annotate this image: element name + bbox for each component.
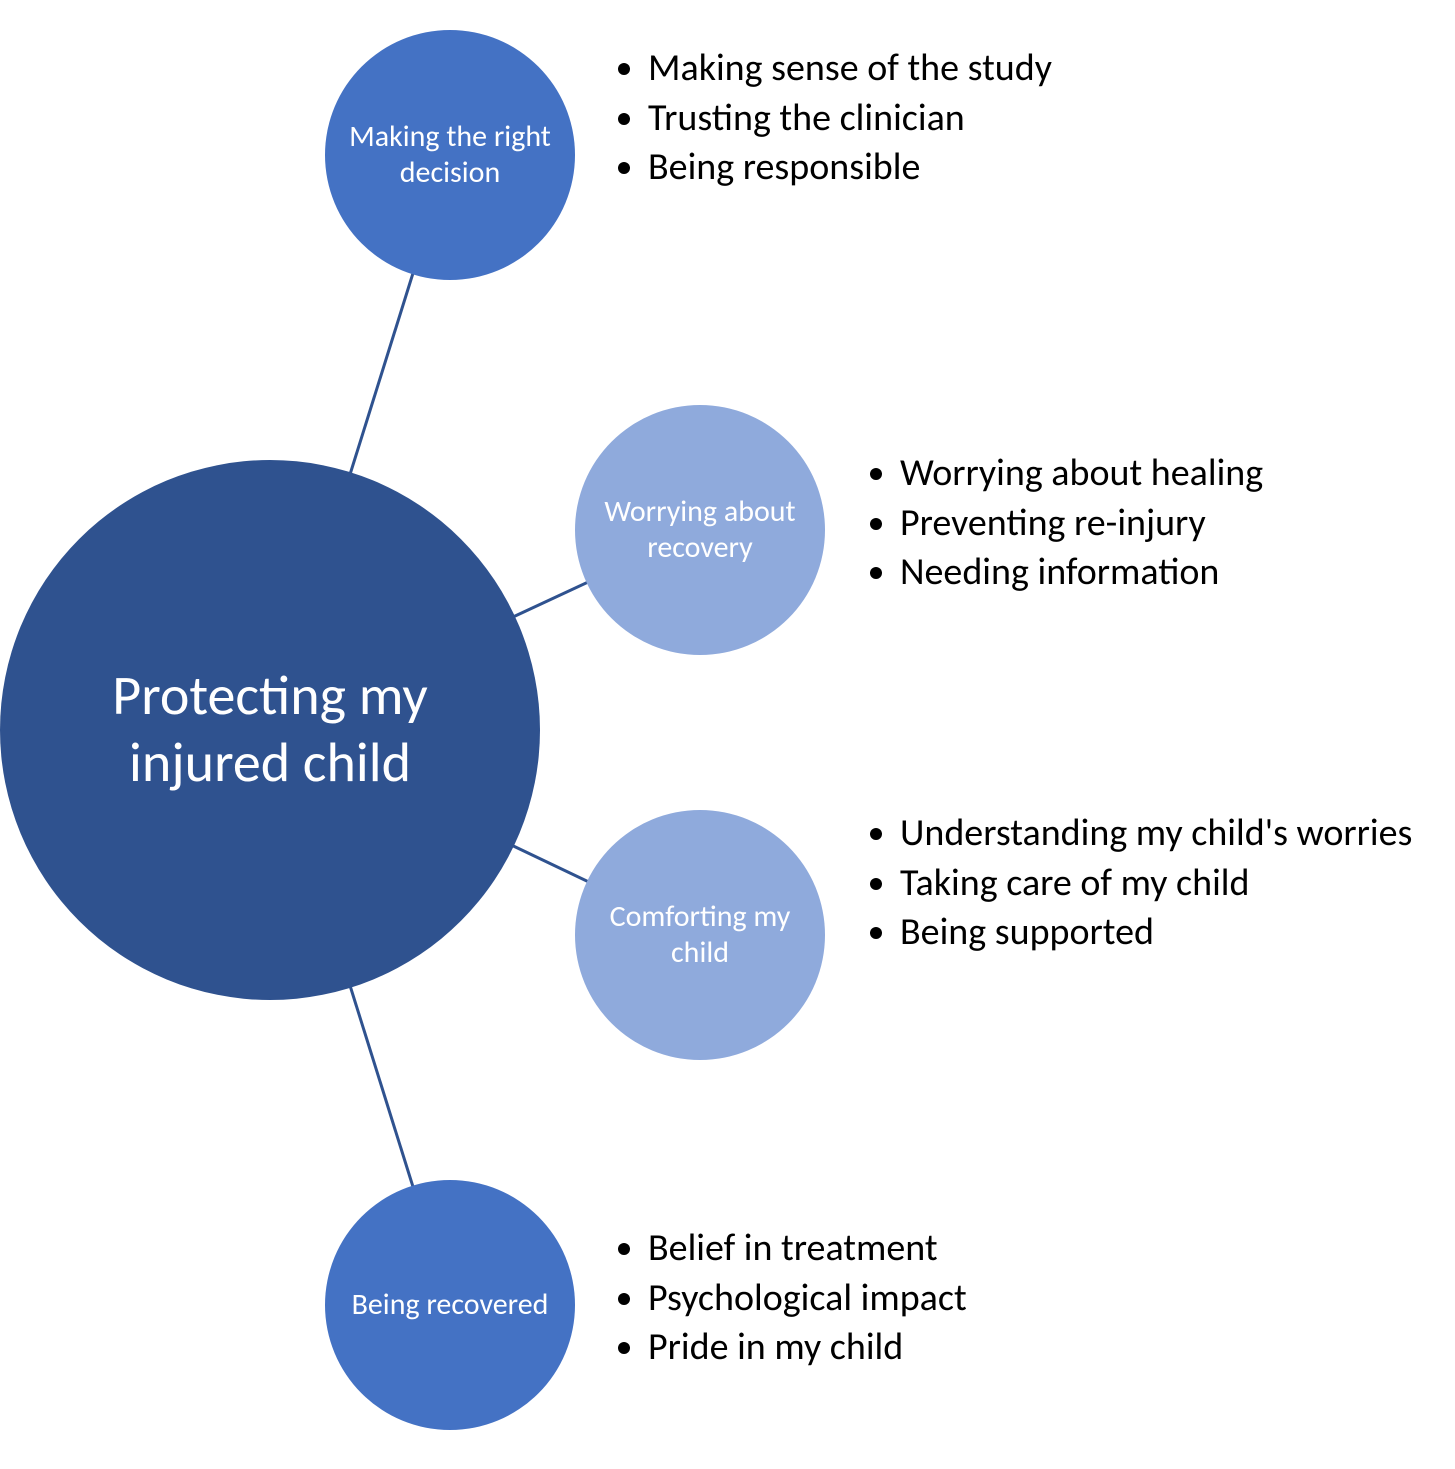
bullet-item: Being supported [900, 909, 1412, 957]
center-node-label: Protecting my injured child [40, 663, 500, 797]
bullet-item: Belief in treatment [648, 1225, 967, 1273]
bullet-item: Trusting the clinician [648, 95, 1052, 143]
bullet-item: Understanding my child's worries [900, 810, 1412, 858]
bullet-item: Needing information [900, 549, 1263, 597]
sub-node-label: Worrying about recovery [595, 494, 805, 566]
bullet-item: Worrying about healing [900, 450, 1263, 498]
bullets-recovered: Belief in treatment Psychological impact… [610, 1225, 967, 1374]
bullet-item: Taking care of my child [900, 860, 1412, 908]
bullets-comforting: Understanding my child's worries Taking … [862, 810, 1412, 959]
bullet-item: Being responsible [648, 144, 1052, 192]
diagram-stage: Protecting my injured child Making the r… [0, 0, 1455, 1469]
sub-node-recovered: Being recovered [325, 1180, 575, 1430]
bullet-item: Making sense of the study [648, 45, 1052, 93]
bullet-item: Psychological impact [648, 1275, 967, 1323]
bullets-worrying: Worrying about healing Preventing re-inj… [862, 450, 1263, 599]
bullet-item: Preventing re-injury [900, 500, 1263, 548]
sub-node-worrying: Worrying about recovery [575, 405, 825, 655]
bullets-decision: Making sense of the study Trusting the c… [610, 45, 1052, 194]
center-node: Protecting my injured child [0, 460, 540, 1000]
sub-node-decision: Making the right decision [325, 30, 575, 280]
bullet-item: Pride in my child [648, 1324, 967, 1372]
sub-node-label: Comforting my child [595, 899, 805, 971]
sub-node-label: Making the right decision [345, 119, 555, 191]
sub-node-label: Being recovered [352, 1287, 549, 1323]
sub-node-comforting: Comforting my child [575, 810, 825, 1060]
